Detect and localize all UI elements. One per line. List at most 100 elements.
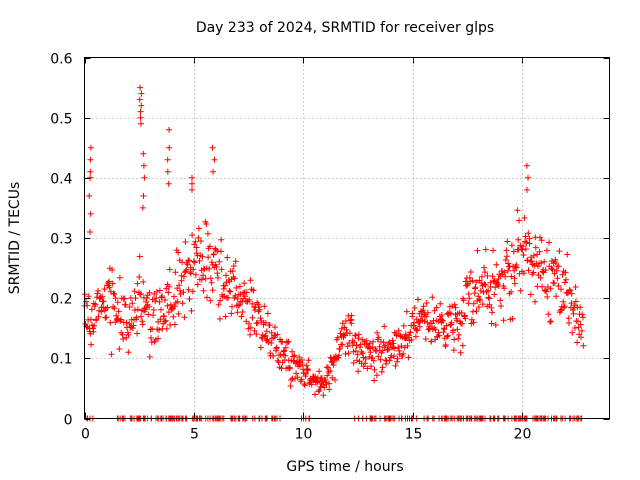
data-point [230,263,237,269]
data-point [523,239,530,246]
data-point [420,303,427,310]
data-point [192,238,199,245]
y-tick-label: 0.2 [50,292,72,308]
data-point [477,287,484,294]
data-point [481,281,488,288]
data-point [379,347,386,354]
data-point [165,289,172,296]
data-point [491,291,498,298]
data-point [482,246,489,253]
data-point [305,367,311,374]
data-point [542,287,549,294]
data-point [164,156,171,163]
data-point [234,309,241,316]
data-point [120,336,127,342]
data-point [505,267,511,274]
data-point [555,282,562,289]
data-point [577,304,584,311]
data-point [445,332,451,339]
data-point [473,279,480,285]
data-point [247,324,254,331]
y-tick-label: 0 [64,413,73,429]
data-point [489,309,496,316]
data-point [508,273,515,280]
data-point [511,267,518,274]
data-point [332,376,338,383]
data-point [111,305,118,312]
data-point [553,293,560,300]
data-point [87,210,94,217]
data-point [234,295,241,302]
data-point [470,308,476,315]
data-point [218,236,225,243]
data-point [242,293,248,300]
data-point [416,318,423,325]
data-point [92,301,99,308]
data-point [347,317,354,324]
data-point [273,344,280,351]
data-point [502,273,509,280]
data-point [163,325,170,332]
data-point [467,269,474,275]
data-point [465,300,472,307]
data-point [257,315,264,322]
data-point [352,332,359,339]
data-point [207,297,214,304]
data-point [262,332,269,339]
data-point [137,114,144,121]
data-point [218,266,225,273]
data-point [381,323,388,330]
data-point [525,230,532,237]
data-point [140,278,147,285]
data-point [338,325,345,332]
data-point [296,354,303,361]
data-point [323,364,330,371]
data-point [134,280,141,287]
data-point [91,322,98,329]
data-point [273,345,280,352]
data-point [330,362,337,368]
data-point [148,334,154,341]
data-point [145,311,152,318]
data-point [293,370,300,377]
data-point [193,244,200,251]
data-point [216,315,223,322]
data-point [359,350,366,357]
data-point [544,293,551,300]
data-point [101,286,108,293]
data-point [303,362,310,369]
x-axis-title: GPS time / hours [286,459,403,475]
data-point [305,357,312,364]
data-point [241,280,248,287]
data-point [131,307,138,314]
data-point [165,180,172,187]
data-point [455,331,462,338]
data-point [251,327,258,334]
data-point [231,275,238,282]
data-point [560,298,567,305]
data-point [379,364,386,371]
data-point [142,306,149,313]
data-point [437,300,444,307]
data-point [116,346,123,352]
data-point [390,340,397,347]
data-point [408,336,415,343]
data-point [474,247,481,254]
data-point [486,295,493,302]
data-point [509,315,516,322]
data-point [232,258,239,265]
data-points [81,84,587,422]
data-point [369,355,376,361]
data-point [137,84,144,91]
data-point [256,304,262,310]
data-point [180,289,187,296]
data-point [187,270,194,277]
grid [84,57,610,419]
data-point [405,354,412,361]
data-point [366,345,373,352]
data-point [216,258,223,265]
data-point [197,238,204,244]
data-point [294,374,301,381]
data-point [189,186,195,193]
data-point [233,284,240,291]
